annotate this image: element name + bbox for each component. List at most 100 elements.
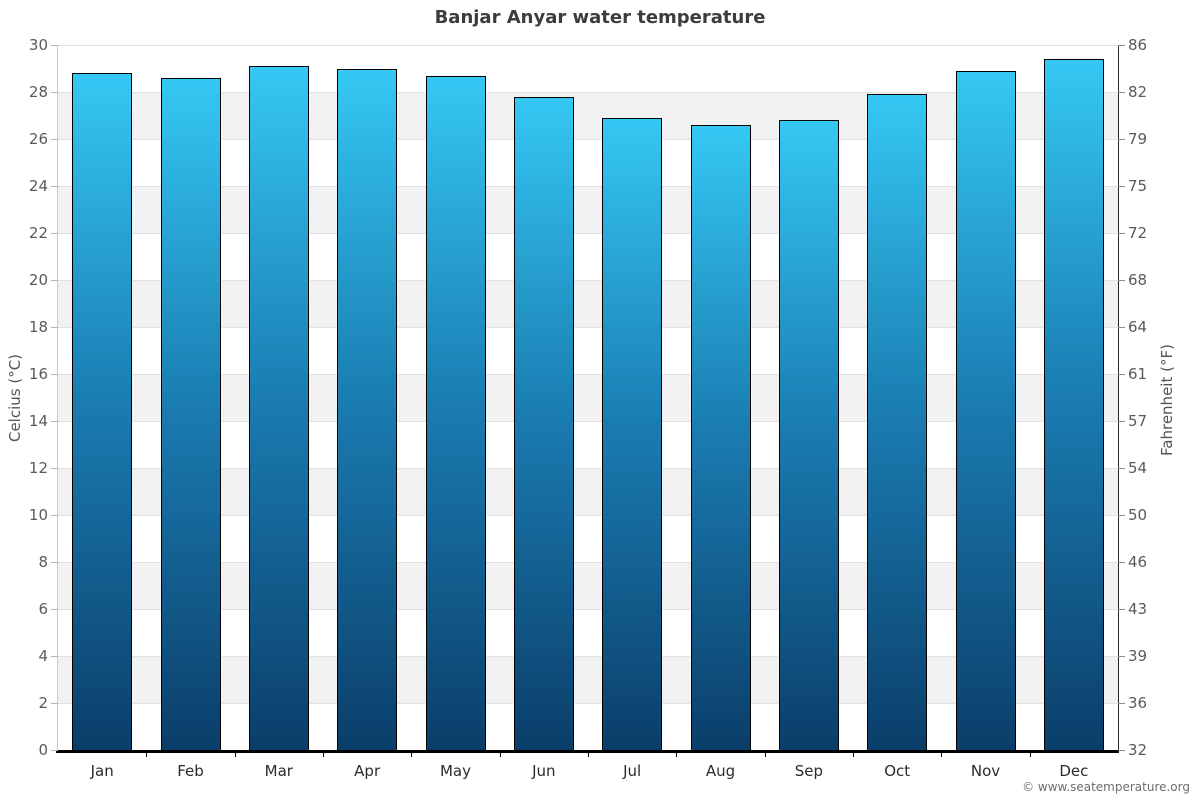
month-label-feb: Feb [177, 762, 204, 780]
month-label-sep: Sep [794, 762, 823, 780]
fahrenheit-tick-label: 75 [1128, 177, 1148, 195]
gridline [58, 609, 1118, 610]
copyright-credit: © www.seatemperature.org [1022, 780, 1190, 794]
fahrenheit-tickmark [1118, 280, 1125, 281]
celsius-tickmark [51, 656, 58, 657]
celsius-tickmark [51, 609, 58, 610]
month-label-jan: Jan [90, 762, 114, 780]
fahrenheit-tickmark [1118, 92, 1125, 93]
fahrenheit-tick-label: 43 [1128, 600, 1148, 618]
fahrenheit-tick-label: 50 [1128, 506, 1148, 524]
celsius-tick-label: 14 [28, 412, 48, 430]
fahrenheit-tickmark [1118, 703, 1125, 704]
celsius-tickmark [51, 92, 58, 93]
bar-nov[interactable] [955, 70, 1016, 750]
x-axis-tickmark [499, 753, 501, 757]
fahrenheit-tickmark [1118, 374, 1125, 375]
bar-aug[interactable] [690, 124, 751, 750]
fahrenheit-tickmark [1118, 562, 1125, 563]
gridline [58, 468, 1118, 469]
bar-jun[interactable] [513, 96, 574, 750]
gridline [58, 421, 1118, 422]
fahrenheit-tick-label: 79 [1128, 130, 1148, 148]
background-band [58, 468, 1118, 515]
fahrenheit-tick-label: 36 [1128, 694, 1148, 712]
celsius-tickmark [51, 750, 58, 751]
bar-feb[interactable] [160, 77, 221, 750]
month-label-may: May [439, 762, 471, 780]
left-axis-line [57, 45, 58, 750]
celsius-tick-label: 2 [38, 694, 48, 712]
fahrenheit-tick-label: 61 [1128, 365, 1148, 383]
x-axis-tickmark [588, 753, 589, 757]
bar-jul[interactable] [602, 117, 663, 750]
celsius-tickmark [51, 515, 58, 516]
celsius-tickmark [51, 233, 58, 234]
chart-title: Banjar Anyar water temperature [434, 7, 766, 28]
fahrenheit-tickmark [1118, 139, 1125, 140]
background-band [58, 280, 1118, 327]
fahrenheit-tick-label: 68 [1128, 271, 1148, 289]
fahrenheit-tick-label: 72 [1128, 224, 1148, 242]
month-label-aug: Aug [705, 762, 736, 780]
background-band [58, 92, 1118, 139]
right-axis-line [1118, 45, 1119, 752]
celsius-tick-label: 20 [28, 271, 48, 289]
bar-jan[interactable] [72, 73, 133, 750]
month-label-jun: Jun [532, 762, 556, 780]
gridline [58, 186, 1118, 187]
right-axis-title: Fahrenheit (°F) [1158, 344, 1176, 456]
x-axis-tickmark [764, 753, 766, 757]
gridline [58, 92, 1118, 93]
bar-oct[interactable] [867, 94, 928, 750]
gridline [58, 233, 1118, 234]
fahrenheit-tickmark [1118, 515, 1125, 516]
gridline [58, 656, 1118, 657]
celsius-tick-label: 10 [28, 506, 48, 524]
fahrenheit-tickmark [1118, 468, 1125, 469]
fahrenheit-tick-label: 86 [1128, 36, 1148, 54]
fahrenheit-tick-label: 82 [1128, 83, 1148, 101]
bar-apr[interactable] [337, 68, 398, 750]
gridline [58, 45, 1118, 46]
gridline [58, 562, 1118, 563]
celsius-tickmark [51, 421, 58, 422]
fahrenheit-tick-label: 64 [1128, 318, 1148, 336]
x-axis-tickmark [941, 753, 943, 757]
bar-may[interactable] [425, 75, 486, 750]
plot-area [58, 45, 1118, 750]
bar-mar[interactable] [248, 66, 309, 750]
bar-sep[interactable] [778, 120, 839, 750]
month-label-nov: Nov [970, 762, 1001, 780]
fahrenheit-tickmark [1118, 656, 1125, 657]
celsius-tick-label: 6 [38, 600, 48, 618]
month-label-apr: Apr [354, 762, 381, 780]
background-band [58, 374, 1118, 421]
x-axis-tickmark [676, 753, 678, 757]
month-label-jul: Jul [623, 762, 642, 780]
gridline [58, 374, 1118, 375]
x-axis-tickmark [234, 753, 236, 757]
fahrenheit-tickmark [1118, 421, 1125, 422]
celsius-tick-label: 18 [28, 318, 48, 336]
fahrenheit-tick-label: 57 [1128, 412, 1148, 430]
fahrenheit-tick-label: 32 [1128, 741, 1148, 759]
celsius-tickmark [51, 45, 58, 46]
fahrenheit-tickmark [1118, 45, 1125, 46]
month-label-dec: Dec [1059, 762, 1089, 780]
background-band [58, 186, 1118, 233]
x-axis-tickmark [411, 753, 413, 757]
x-axis-tickmark [146, 753, 148, 757]
gridline [58, 280, 1118, 281]
x-axis-tickmark [853, 753, 854, 757]
celsius-tickmark [51, 139, 58, 140]
fahrenheit-tick-label: 54 [1128, 459, 1148, 477]
x-axis-tickmark [1029, 753, 1031, 757]
fahrenheit-tick-label: 39 [1128, 647, 1148, 665]
month-label-mar: Mar [264, 762, 293, 780]
fahrenheit-tickmark [1118, 750, 1125, 751]
celsius-tick-label: 24 [28, 177, 48, 195]
fahrenheit-tickmark [1118, 186, 1125, 187]
bar-dec[interactable] [1043, 59, 1104, 750]
